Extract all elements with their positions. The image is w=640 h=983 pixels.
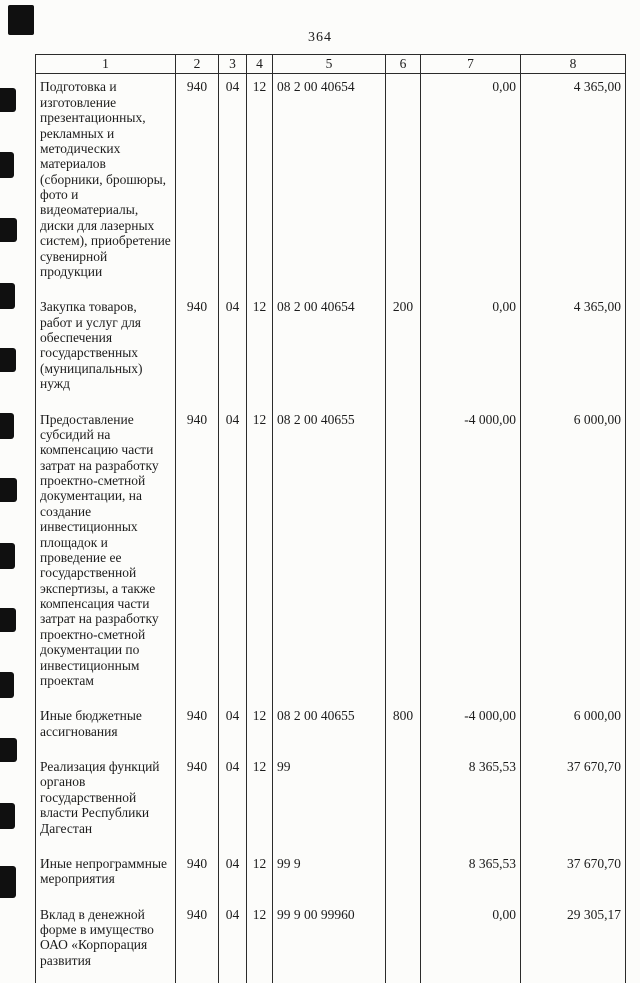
cell-expense-type-code bbox=[385, 406, 421, 704]
table-row: Иные бюджетные ассигнования 940 04 12 08… bbox=[35, 703, 626, 754]
scan-blot bbox=[0, 478, 17, 502]
column-header-5: 5 bbox=[272, 53, 386, 75]
cell-amount-change: -4 000,00 bbox=[420, 703, 521, 754]
scan-blot bbox=[0, 672, 14, 698]
cell-amount-change: 0,00 bbox=[420, 901, 521, 983]
cell-amount-total: 29 305,17 bbox=[520, 901, 626, 983]
table-row: Реализация функций органов государственн… bbox=[35, 754, 626, 851]
table-row: Предоставление субсидий на компенсацию ч… bbox=[35, 406, 626, 704]
table-row: Вклад в денежной форме в имущество ОАО «… bbox=[35, 901, 626, 983]
cell-amount-total: 37 670,70 bbox=[520, 754, 626, 851]
scan-blot bbox=[0, 866, 16, 898]
cell-section-code: 04 bbox=[218, 901, 247, 983]
cell-target-article-code: 08 2 00 40654 bbox=[272, 294, 386, 407]
scan-blot bbox=[0, 803, 15, 829]
cell-subsection-code: 12 bbox=[246, 703, 273, 754]
cell-expense-type-code bbox=[385, 754, 421, 851]
column-header-4: 4 bbox=[246, 53, 273, 75]
cell-description: Подготовка и изготовление презентационны… bbox=[35, 73, 176, 295]
cell-amount-change: -4 000,00 bbox=[420, 406, 521, 704]
cell-expense-type-code: 200 bbox=[385, 294, 421, 407]
cell-amount-change: 8 365,53 bbox=[420, 754, 521, 851]
scan-blot bbox=[0, 88, 16, 112]
column-header-3: 3 bbox=[218, 53, 247, 75]
cell-expense-type-code bbox=[385, 901, 421, 983]
cell-amount-total: 6 000,00 bbox=[520, 703, 626, 754]
table-row: Иные непрограммные мероприятия 940 04 12… bbox=[35, 850, 626, 902]
column-header-8: 8 bbox=[520, 53, 626, 75]
cell-amount-total: 37 670,70 bbox=[520, 850, 626, 902]
cell-target-article-code: 08 2 00 40655 bbox=[272, 406, 386, 704]
cell-section-code: 04 bbox=[218, 294, 247, 407]
cell-subsection-code: 12 bbox=[246, 850, 273, 902]
scan-blot bbox=[8, 5, 34, 35]
cell-subsection-code: 12 bbox=[246, 901, 273, 983]
budget-table: 1 2 3 4 5 6 7 8 Подготовка и изготовлени… bbox=[35, 53, 626, 983]
cell-section-code: 04 bbox=[218, 406, 247, 704]
cell-grbs-code: 940 bbox=[175, 406, 219, 704]
cell-target-article-code: 99 bbox=[272, 754, 386, 851]
page-number: 364 bbox=[308, 30, 332, 45]
scan-blot bbox=[0, 543, 15, 569]
cell-description: Реализация функций органов государственн… bbox=[35, 754, 176, 851]
cell-target-article-code: 99 9 00 99960 bbox=[272, 901, 386, 983]
scan-blot bbox=[0, 608, 16, 632]
cell-grbs-code: 940 bbox=[175, 754, 219, 851]
cell-description: Вклад в денежной форме в имущество ОАО «… bbox=[35, 901, 176, 983]
cell-grbs-code: 940 bbox=[175, 901, 219, 983]
cell-description: Иные непрограммные мероприятия bbox=[35, 850, 176, 902]
cell-description: Закупка товаров, работ и услуг для обесп… bbox=[35, 294, 176, 407]
cell-amount-change: 0,00 bbox=[420, 73, 521, 295]
scan-blot bbox=[0, 152, 14, 178]
table-row: Закупка товаров, работ и услуг для обесп… bbox=[35, 294, 626, 407]
cell-amount-total: 6 000,00 bbox=[520, 406, 626, 704]
cell-amount-change: 0,00 bbox=[420, 294, 521, 407]
cell-amount-change: 8 365,53 bbox=[420, 850, 521, 902]
scan-blot bbox=[0, 218, 17, 242]
column-header-7: 7 bbox=[420, 53, 521, 75]
cell-subsection-code: 12 bbox=[246, 294, 273, 407]
cell-subsection-code: 12 bbox=[246, 754, 273, 851]
cell-description: Предоставление субсидий на компенсацию ч… bbox=[35, 406, 176, 704]
cell-grbs-code: 940 bbox=[175, 73, 219, 295]
column-header-1: 1 bbox=[35, 53, 176, 75]
cell-description: Иные бюджетные ассигнования bbox=[35, 703, 176, 754]
cell-subsection-code: 12 bbox=[246, 73, 273, 295]
cell-target-article-code: 08 2 00 40655 bbox=[272, 703, 386, 754]
cell-section-code: 04 bbox=[218, 703, 247, 754]
scan-blot bbox=[0, 348, 16, 372]
scan-blot bbox=[0, 738, 17, 762]
cell-subsection-code: 12 bbox=[246, 406, 273, 704]
cell-grbs-code: 940 bbox=[175, 850, 219, 902]
table-row: Подготовка и изготовление презентационны… bbox=[35, 73, 626, 295]
column-header-6: 6 bbox=[385, 53, 421, 75]
cell-section-code: 04 bbox=[218, 754, 247, 851]
cell-expense-type-code: 800 bbox=[385, 703, 421, 754]
cell-section-code: 04 bbox=[218, 73, 247, 295]
cell-section-code: 04 bbox=[218, 850, 247, 902]
cell-expense-type-code bbox=[385, 850, 421, 902]
cell-grbs-code: 940 bbox=[175, 294, 219, 407]
cell-grbs-code: 940 bbox=[175, 703, 219, 754]
cell-amount-total: 4 365,00 bbox=[520, 73, 626, 295]
cell-target-article-code: 08 2 00 40654 bbox=[272, 73, 386, 295]
column-header-2: 2 bbox=[175, 53, 219, 75]
document-page: { "page": { "number": "364" }, "table": … bbox=[0, 5, 626, 983]
scan-blot bbox=[0, 283, 15, 309]
scan-blot bbox=[0, 413, 14, 439]
table-header-row: 1 2 3 4 5 6 7 8 bbox=[35, 53, 626, 75]
cell-amount-total: 4 365,00 bbox=[520, 294, 626, 407]
cell-target-article-code: 99 9 bbox=[272, 850, 386, 902]
cell-expense-type-code bbox=[385, 73, 421, 295]
